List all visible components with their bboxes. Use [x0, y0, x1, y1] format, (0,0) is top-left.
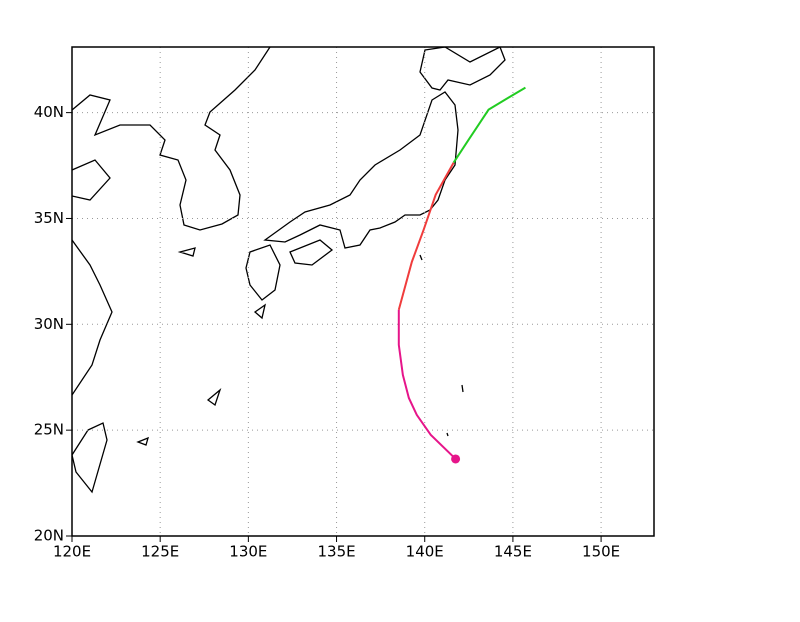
y-tick-label: 25N: [34, 421, 64, 439]
x-tick-label: 150E: [582, 543, 620, 561]
coastline-kyushu: [245, 244, 281, 301]
coastline-korea-russia: [72, 47, 271, 231]
y-tick-label: 30N: [34, 315, 64, 333]
x-tick-label: 135E: [317, 543, 355, 561]
track-segment: [397, 309, 457, 460]
track-start: [451, 454, 461, 464]
track-segment: [397, 162, 455, 310]
coastline-taiwan: [72, 422, 108, 494]
coastlines: [72, 47, 506, 494]
y-tick-label: 20N: [34, 527, 64, 545]
y-tick-label: 35N: [34, 209, 64, 227]
plot-frame: [71, 46, 655, 537]
track-segment: [452, 86, 526, 164]
y-tick-label: 40N: [34, 103, 64, 121]
coastline-islands: [136, 247, 464, 446]
coastline-china: [72, 159, 113, 396]
x-tick-label: 140E: [406, 543, 444, 561]
x-tick-label: 125E: [141, 543, 179, 561]
x-tick-label: 145E: [494, 543, 532, 561]
x-tick-label: 130E: [229, 543, 267, 561]
x-tick-label: 120E: [53, 543, 91, 561]
coastline-shikoku: [289, 239, 334, 266]
coastline-hokkaido: [419, 47, 506, 91]
coastline-japan: [263, 91, 459, 249]
